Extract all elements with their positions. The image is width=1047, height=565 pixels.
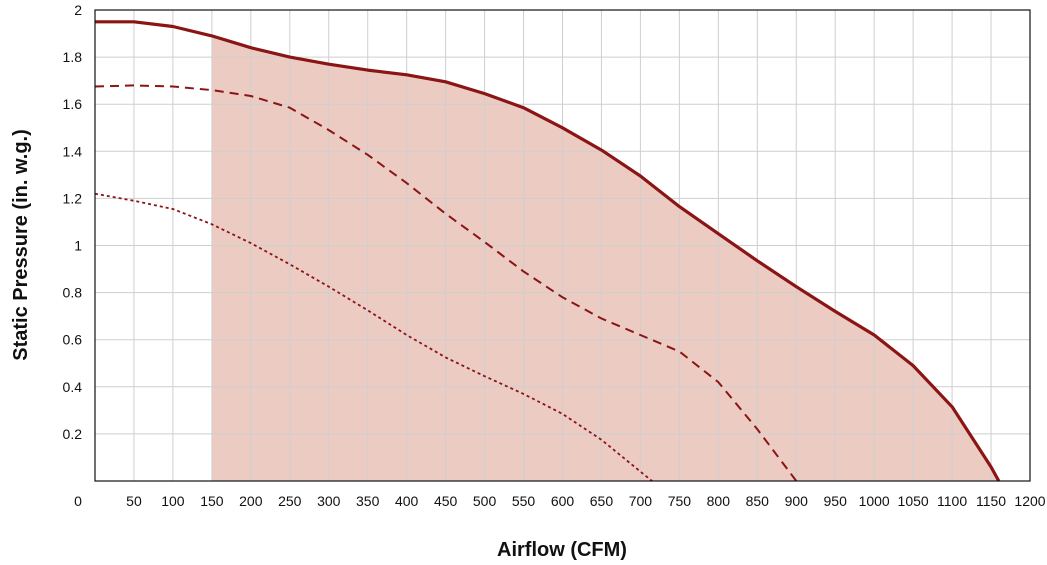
x-tick-label: 1100	[937, 493, 967, 509]
x-tick-label: 850	[746, 493, 770, 509]
x-tick-label: 700	[629, 493, 653, 509]
performance-region-layer	[211, 35, 999, 482]
series-layer	[94, 20, 1001, 482]
x-tick-label: 600	[551, 493, 575, 509]
x-tick-label: 0	[74, 493, 82, 509]
plot-frame	[94, 9, 1031, 482]
x-tick-label: 550	[512, 493, 536, 509]
x-tick-label: 350	[356, 493, 380, 509]
y-tick-label: 2	[74, 2, 82, 18]
x-tick-label: 1050	[898, 493, 929, 509]
y-tick-label: 1.8	[63, 49, 83, 65]
x-tick-label: 400	[395, 493, 419, 509]
x-tick-label: 750	[668, 493, 692, 509]
tick-label-layer: 0 50 100 150 200 250 300 350 400 450 500 550 600 650 7…	[63, 2, 1046, 509]
grid-layer	[95, 10, 1030, 481]
y-tick-label: 0.4	[63, 379, 83, 395]
x-tick-label: 650	[590, 493, 614, 509]
x-tick-label: 250	[278, 493, 302, 509]
x-tick-label: 50	[126, 493, 142, 509]
x-tick-label: 900	[785, 493, 809, 509]
y-tick-label: 0.2	[63, 426, 83, 442]
x-tick-label: 150	[200, 493, 224, 509]
y-tick-label: 1	[74, 238, 82, 254]
x-axis-title: Airflow (CFM)	[497, 539, 627, 561]
x-tick-label: 1200	[1014, 493, 1045, 509]
x-tick-label: 200	[239, 493, 263, 509]
y-tick-label: 1.6	[63, 96, 83, 112]
y-tick-label: 1.4	[63, 143, 83, 159]
y-tick-label: 0.8	[63, 285, 83, 301]
y-axis-title: Static Pressure (in. w.g.)	[10, 129, 32, 361]
y-tick-label: 0.6	[63, 332, 83, 348]
y-tick-label: 1.2	[63, 190, 83, 206]
x-tick-label: 300	[317, 493, 341, 509]
x-tick-label: 950	[824, 493, 848, 509]
x-tick-label: 100	[161, 493, 185, 509]
x-tick-label: 450	[434, 493, 458, 509]
x-tick-label: 1150	[976, 493, 1006, 509]
x-tick-label: 1000	[859, 493, 890, 509]
x-tick-label: 500	[473, 493, 497, 509]
x-tick-label: 800	[707, 493, 731, 509]
solid-curve-line	[95, 20, 1001, 482]
performance-region	[211, 35, 999, 482]
